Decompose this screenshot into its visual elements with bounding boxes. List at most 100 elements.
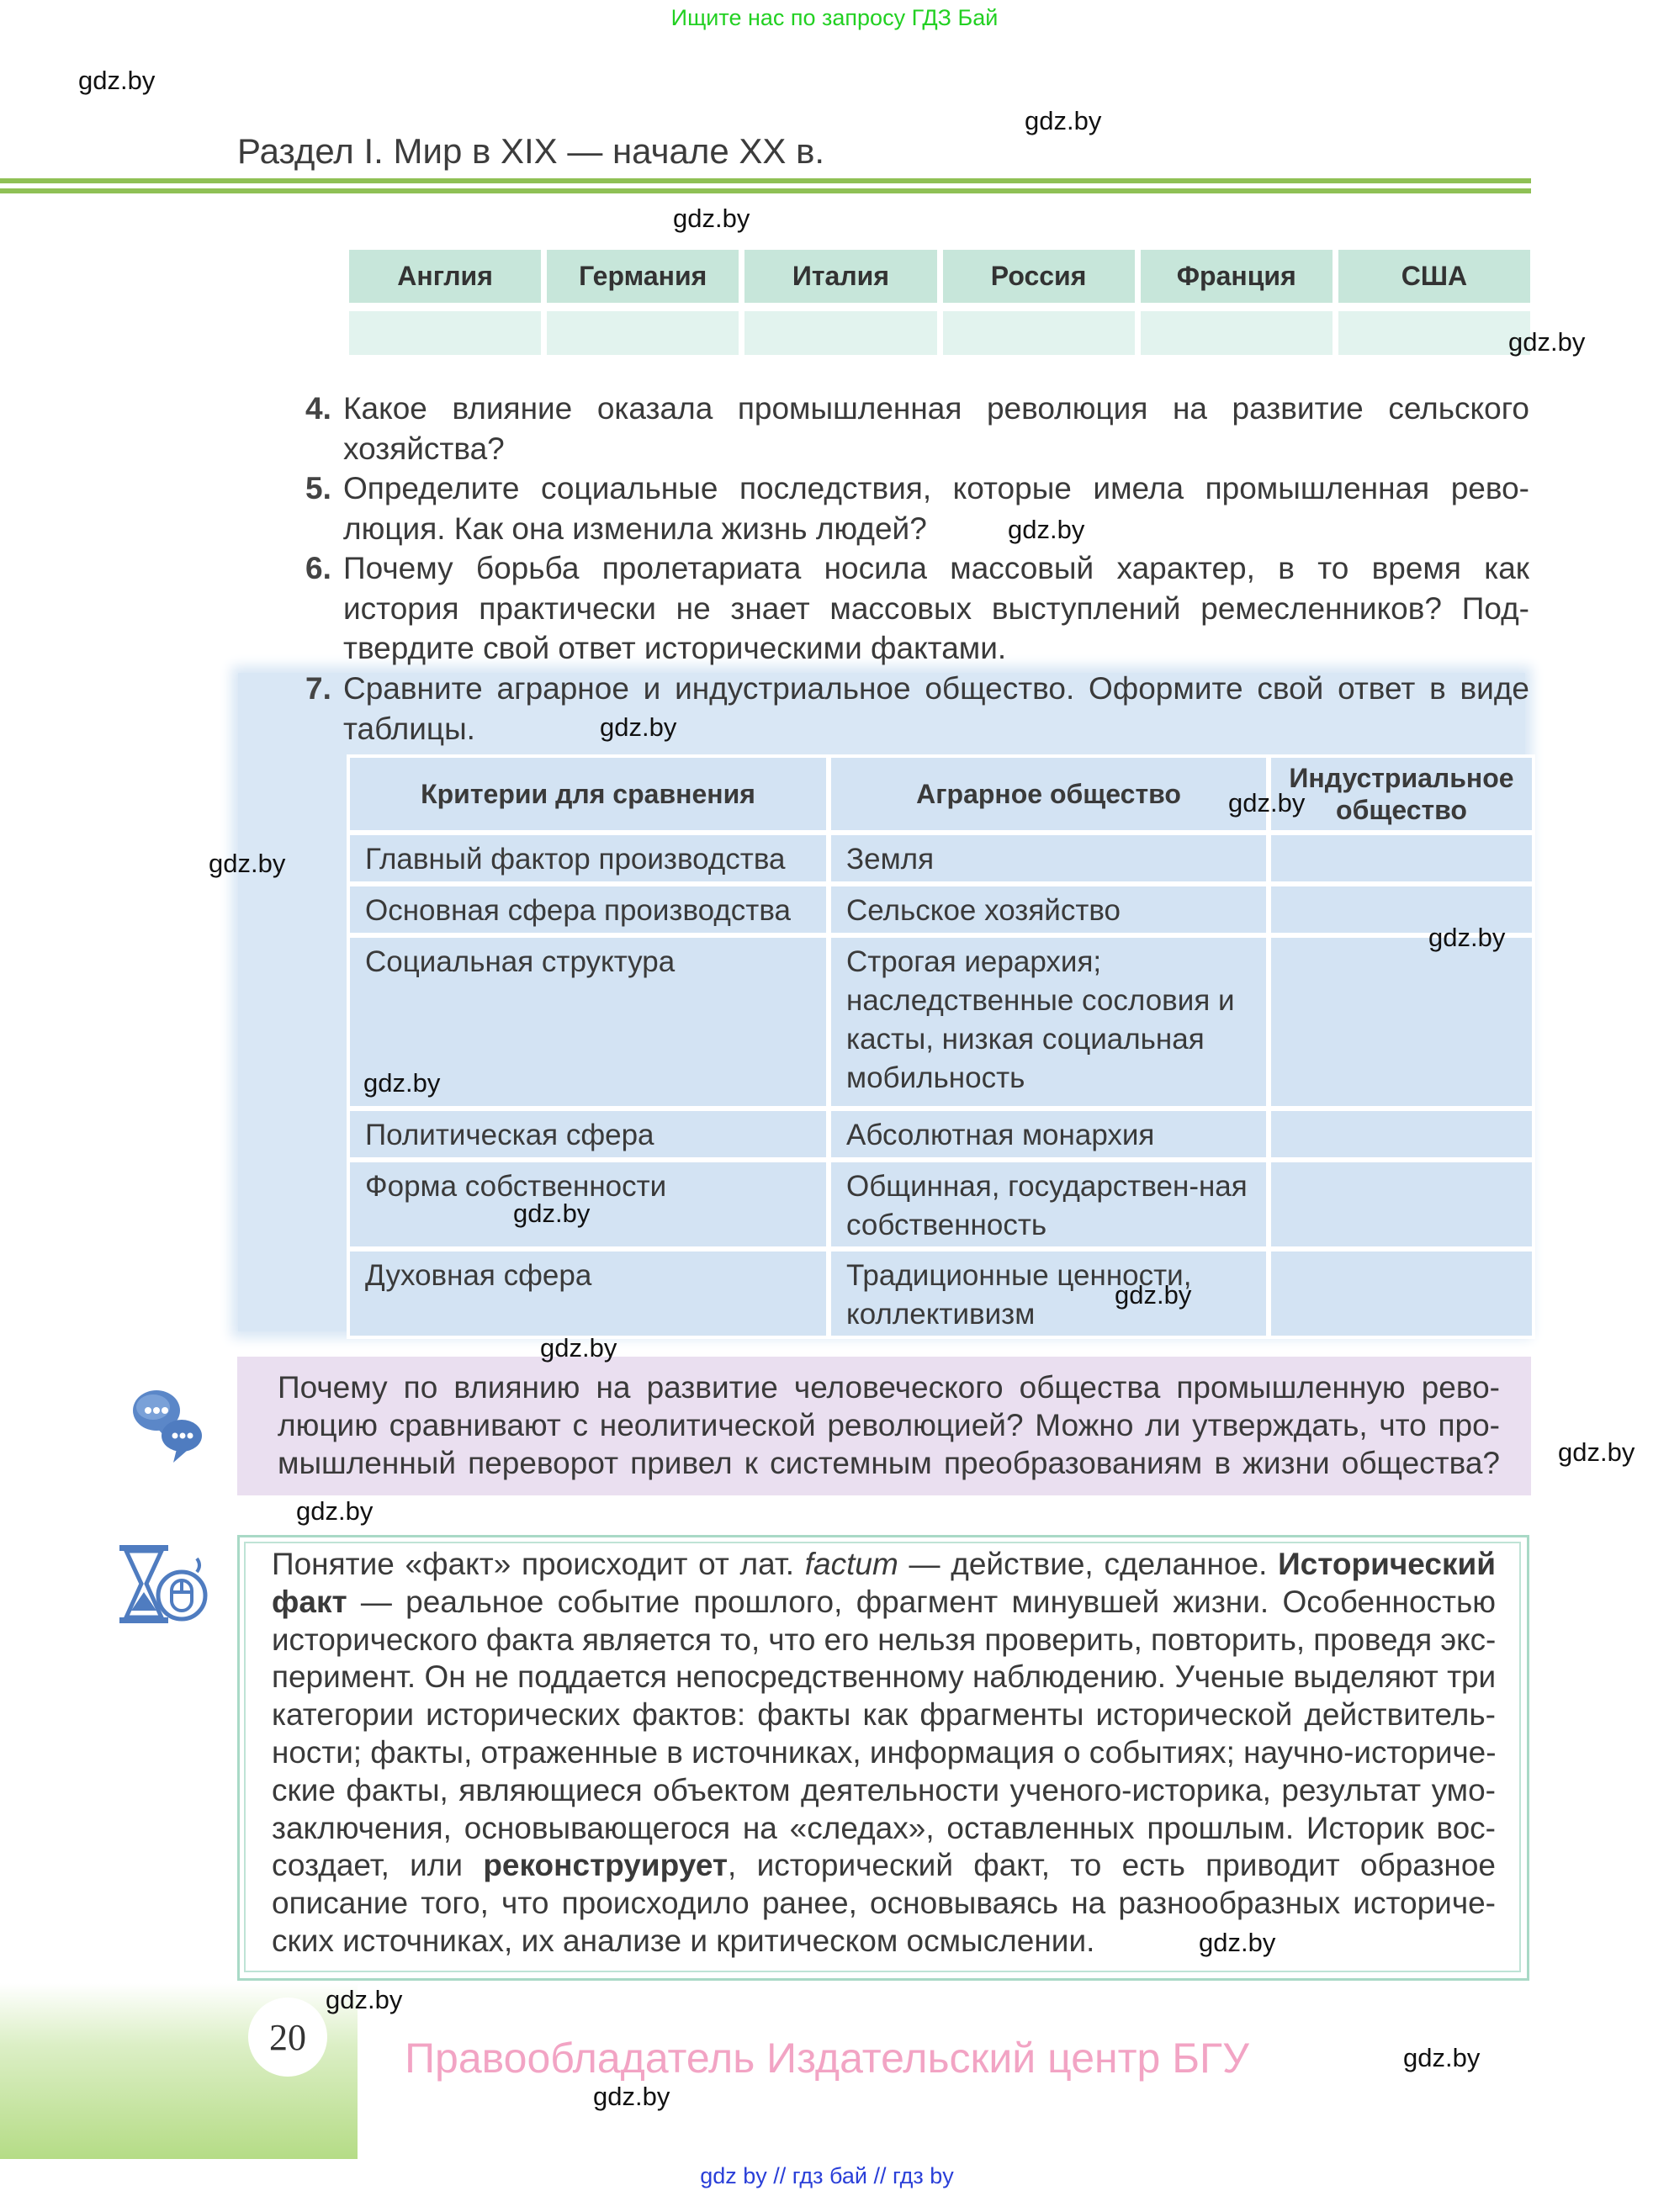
- watermark: gdz.by: [1508, 327, 1586, 357]
- hourglass-mouse-icon: [118, 1543, 210, 1627]
- table-cell-industrial: [1271, 1252, 1532, 1336]
- watermark: gdz.by: [593, 2082, 670, 2111]
- fact-line: создает, или реконструирует, исторически…: [272, 1847, 1496, 1885]
- watermark: gdz.by: [1199, 1928, 1276, 1957]
- question-text: Определите социальные последствия, котор…: [343, 468, 1529, 548]
- column-header-criteria: Критерии для сравнения: [350, 758, 826, 830]
- country-header: США: [1338, 250, 1530, 303]
- fact-line: описание того, что происходило ранее, ос…: [272, 1885, 1496, 1923]
- watermark: gdz.by: [1115, 1280, 1192, 1310]
- country-header: Англия: [349, 250, 542, 303]
- table-cell-agrarian: Сельское хозяйство: [831, 886, 1266, 933]
- country-cell: [1338, 311, 1530, 355]
- watermark: gdz.by: [1428, 923, 1506, 952]
- table-cell-agrarian: Строгая иерархия; наследственные сослови…: [831, 938, 1266, 1106]
- table-cell-industrial: [1271, 886, 1532, 933]
- table-cell-industrial: [1271, 938, 1532, 1106]
- watermark: gdz.by: [326, 1985, 403, 2014]
- watermark: gdz.by: [513, 1199, 591, 1228]
- bold-term: факт: [272, 1584, 347, 1619]
- fact-line: факт — реальное событие прошлого, фрагме…: [272, 1584, 1496, 1622]
- fact-text-segment: перимент. Он не поддается непосредственн…: [272, 1659, 1497, 1695]
- fact-line: ности; факты, отраженные в источниках, и…: [272, 1734, 1496, 1772]
- country-cell: [1140, 311, 1333, 355]
- fact-text: Понятие «факт» происходит от лат. factum…: [272, 1546, 1496, 1961]
- bold-term: Исторический: [1278, 1547, 1496, 1581]
- table-cell-industrial: [1271, 835, 1532, 881]
- question-line: история практически не знает массовых вы…: [343, 590, 1529, 626]
- fact-text-segment: создает, или: [272, 1848, 484, 1883]
- fact-line: ских источниках, их анализе и критическо…: [272, 1923, 1496, 1961]
- question-line: таблицы.: [343, 711, 475, 746]
- speech-bubbles-icon: [128, 1384, 209, 1464]
- watermark: gdz.by: [1558, 1437, 1635, 1467]
- watermark: gdz.by: [209, 849, 286, 878]
- question-number: 7.: [305, 671, 331, 706]
- bold-term: реконструирует: [483, 1848, 729, 1883]
- table-cell-criterion: Социальная структура: [350, 938, 826, 1106]
- question-number: 4.: [305, 391, 331, 426]
- fact-text-segment: ности; факты, отраженные в источниках, и…: [272, 1734, 1497, 1770]
- watermark: gdz.by: [363, 1068, 441, 1098]
- fact-line: перимент. Он не поддается непосредственн…: [272, 1659, 1496, 1696]
- fact-text-segment: категории исторических фактов: факты как…: [272, 1697, 1496, 1733]
- fact-text-segment: Понятие «факт» происходит от лат.: [272, 1547, 805, 1581]
- footer-links[interactable]: gdz by // гдз бай // гдз by: [700, 2163, 954, 2188]
- table-cell-agrarian: Традиционные ценности, коллективизм: [831, 1252, 1266, 1336]
- watermark: gdz.by: [1008, 515, 1085, 544]
- question-text: Почему борьба пролетариата носила массов…: [343, 548, 1529, 669]
- discussion-line: мышленный переворот привел к системным п…: [278, 1446, 1500, 1480]
- question-line: хозяйства?: [343, 431, 505, 466]
- fact-text-segment: исторического факта является то, что его…: [272, 1622, 1497, 1657]
- question-line: Почему борьба пролетариата носила массов…: [343, 551, 1529, 585]
- fact-text-segment: ские факты, являющиеся объектом деятельн…: [272, 1772, 1496, 1807]
- column-header-agrarian: Аграрное общество: [831, 758, 1266, 830]
- column-header-industrial: Индустриальное общество: [1271, 758, 1532, 830]
- table-cell-criterion: Политическая сфера: [350, 1111, 826, 1157]
- watermark: gdz.by: [1025, 106, 1102, 135]
- question-line: твердите свой ответ историческими фактам…: [343, 631, 1007, 666]
- section-title: Раздел I. Мир в XIX — начале XX в.: [237, 131, 825, 171]
- question-line: Сравните аграрное и индустриальное общес…: [343, 671, 1529, 706]
- table-cell-agrarian: Земля: [831, 835, 1266, 881]
- fact-text-segment: описание того, что происходило ранее, ос…: [272, 1886, 1496, 1921]
- country-cell: [744, 311, 937, 355]
- discussion-line: люцию сравнивают с неолитической революц…: [278, 1408, 1500, 1442]
- header-divider-top: [0, 178, 1531, 183]
- country-cell: [547, 311, 739, 355]
- fact-box-inner-border: [244, 1542, 1521, 1972]
- country-table: Англия Германия Италия Россия Франция СШ…: [349, 250, 1530, 355]
- fact-line: категории исторических фактов: факты как…: [272, 1696, 1496, 1734]
- fact-line: Понятие «факт» происходит от лат. factum…: [272, 1546, 1496, 1584]
- country-cell: [942, 311, 1135, 355]
- country-header: Италия: [744, 250, 937, 303]
- question-text: Сравните аграрное и индустриальное общес…: [343, 669, 1529, 749]
- country-header: Германия: [547, 250, 739, 303]
- table-cell-criterion: Форма собственности: [350, 1162, 826, 1246]
- watermark: gdz.by: [296, 1496, 374, 1526]
- fact-text-segment: — реальное событие прошлого, фрагмент ми…: [347, 1584, 1496, 1619]
- discussion-line: Почему по влиянию на развитие человеческ…: [278, 1370, 1500, 1405]
- question-number: 5.: [305, 471, 331, 505]
- copyright-notice: Правообладатель Издательский центр БГУ: [405, 2035, 1249, 2082]
- table-cell-industrial: [1271, 1162, 1532, 1246]
- watermark: gdz.by: [78, 66, 156, 95]
- comparison-table: Критерии для сравнения Аграрное общество…: [347, 754, 1535, 1339]
- question-line: Определите социальные последствия, котор…: [343, 471, 1529, 505]
- fact-definition-box: [237, 1535, 1529, 1981]
- table-cell-criterion: Духовная сфера: [350, 1252, 826, 1336]
- watermark: gdz.by: [1228, 788, 1306, 818]
- discussion-box: [237, 1357, 1531, 1495]
- latin-term: factum: [804, 1547, 898, 1581]
- watermark: gdz.by: [673, 204, 750, 233]
- country-header: Россия: [942, 250, 1135, 303]
- header-divider-bottom: [0, 188, 1531, 193]
- table-cell-agrarian: Общинная, государствен-ная собственность: [831, 1162, 1266, 1246]
- table-cell-industrial: [1271, 1111, 1532, 1157]
- country-header: Франция: [1140, 250, 1333, 303]
- question-line: люция. Как она изменила жизнь людей?: [343, 511, 927, 546]
- table-cell-agrarian: Абсолютная монархия: [831, 1111, 1266, 1157]
- table-cell-criterion: Основная сфера производства: [350, 886, 826, 933]
- question-line: Какое влияние оказала промышленная револ…: [343, 391, 1529, 426]
- watermark: gdz.by: [600, 712, 677, 742]
